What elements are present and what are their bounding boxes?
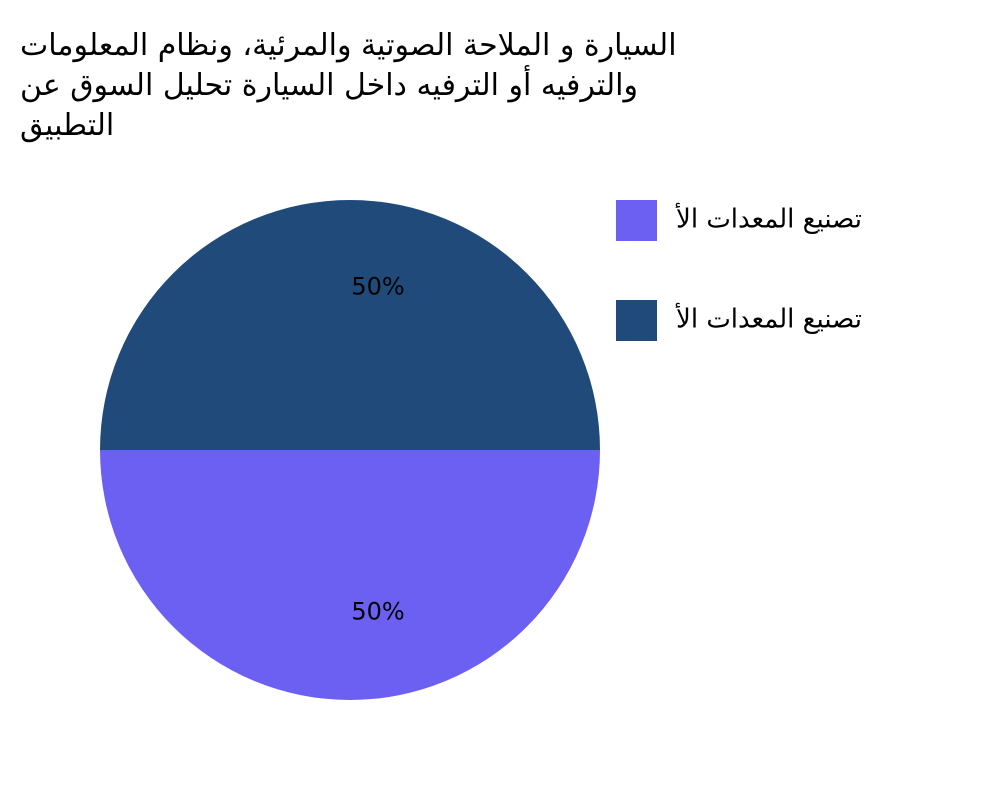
- title-line: التطبيق: [20, 108, 115, 143]
- pie-slice: [100, 200, 600, 450]
- legend-swatch: [616, 200, 657, 241]
- pie-slice: [100, 450, 600, 700]
- title-line: والترفيه أو الترفيه داخل السيارة تحليل ا…: [20, 68, 638, 103]
- legend-label: تصنيع المعدات الأ: [675, 202, 862, 235]
- legend-swatch: [616, 300, 657, 341]
- data-label: 50%: [351, 273, 404, 301]
- title-line: السيارة و الملاحة الصوتية والمرئية، ونظا…: [20, 28, 677, 63]
- data-label: 50%: [351, 598, 404, 626]
- legend-label: تصنيع المعدات الأ: [675, 302, 862, 335]
